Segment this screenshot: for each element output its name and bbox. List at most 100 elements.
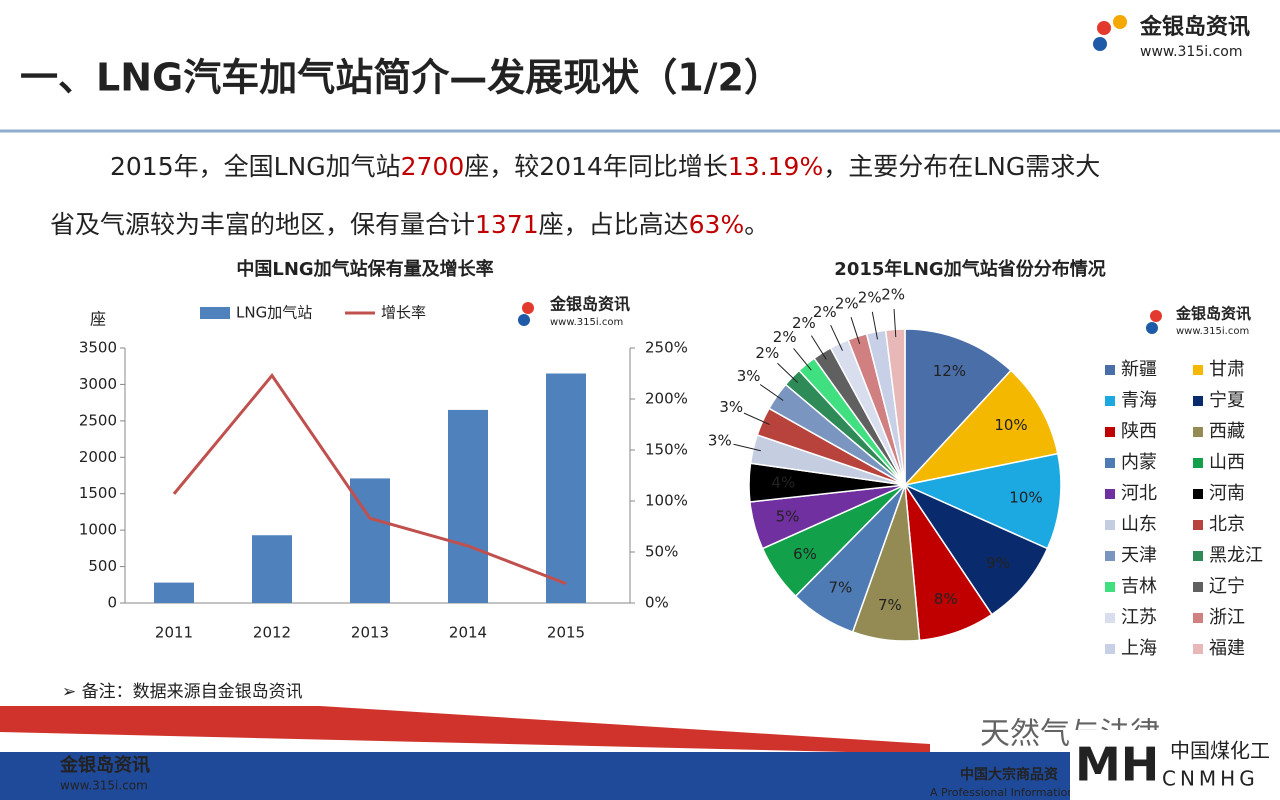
legend-swatch [1105,551,1115,561]
legend-swatch [1193,489,1203,499]
legend-label: 河南 [1209,483,1245,504]
paragraph-segment: 座，占比高达 [539,210,689,239]
brand-en: CNMHG [1162,767,1259,791]
logo-dot [1146,322,1158,334]
footer-slogan: 中国大宗商品资 [960,766,1058,783]
legend-swatch [200,307,230,319]
legend-swatch [1193,582,1203,592]
data-label: 2% [773,328,797,346]
data-label: 10% [994,416,1027,434]
pie-slice [902,483,1049,616]
logo-dot [1097,21,1111,35]
logo-dot [518,314,530,326]
legend-label: 浙江 [1209,607,1245,628]
legend-swatch [1193,458,1203,468]
brand-mark: MH [1075,738,1159,792]
data-label: 7% [878,596,902,614]
legend-swatch [1193,365,1203,375]
legend-swatch [1105,582,1115,592]
logo-dot [1150,310,1162,322]
footer-logo-name: 金银岛资讯 [59,754,150,776]
data-label: 3% [737,367,761,385]
data-label: 2% [755,344,779,362]
leader-line [743,412,770,426]
y2-tick-label: 250% [645,339,688,357]
legend-label: 江苏 [1121,607,1157,628]
paragraph-segment: 1371 [475,210,539,239]
leader-line [830,324,843,351]
data-label: 3% [719,398,743,416]
legend-label: 北京 [1209,514,1245,535]
logo-dot [1093,37,1107,51]
data-label: 2% [858,288,882,306]
chart-logo: 金银岛资讯 www.315i.com [1146,305,1251,337]
leader-line [733,443,761,452]
y-tick-label: 0 [107,594,117,612]
y-axis-label: 座 [90,310,106,329]
legend-swatch [1193,551,1203,561]
legend-label: 黑龙江 [1209,545,1263,566]
leader-line [810,335,827,360]
footer-logo-url: www.315i.com [60,779,148,793]
x-tick-label: 2011 [155,624,193,642]
paragraph-segment: 2015年，全国LNG加气站 [110,152,401,181]
note-text: 备注：数据来源自金银岛资讯 [82,682,303,702]
data-label: 3% [708,432,732,450]
bar [154,582,194,603]
data-label: 2% [881,286,905,304]
bar [448,409,488,603]
logo-url: www.315i.com [550,317,623,328]
logo: 金银岛资讯 www.315i.com [1093,14,1250,60]
legend-swatch [1193,427,1203,437]
data-label: 10% [1009,489,1042,507]
x-tick-label: 2014 [449,624,487,642]
legend-swatch [1193,613,1203,623]
paragraph-segment: ，主要分布在LNG需求大 [823,152,1100,181]
y2-tick-label: 150% [645,441,688,459]
data-label: 2% [835,294,859,312]
legend-label: 西藏 [1209,421,1245,442]
note: ➢ 备注：数据来源自金银岛资讯 [62,682,303,702]
legend-swatch [1105,520,1115,530]
y-tick-label: 2000 [79,448,117,466]
y-tick-label: 1000 [79,521,117,539]
y-tick-label: 2500 [79,411,117,429]
x-tick-label: 2012 [253,624,291,642]
legend-label: LNG加气站 [236,304,312,322]
paragraph-segment: 2700 [401,152,465,181]
legend-label: 青海 [1121,390,1157,411]
legend-swatch [1105,489,1115,499]
logo-url: www.315i.com [1176,326,1249,337]
y-tick-label: 3000 [79,375,117,393]
legend-label: 天津 [1121,545,1157,566]
data-label: 4% [771,474,795,492]
leader-line [793,348,812,371]
logo-dot [522,302,534,314]
chart-title: 2015年LNG加气站省份分布情况 [834,258,1105,280]
legend-label: 陕西 [1121,421,1157,442]
paragraph-segment: 。 [744,210,769,239]
legend-swatch [1193,644,1203,654]
data-label: 2% [792,314,816,332]
legend-label: 甘肃 [1209,359,1245,380]
legend-label: 增长率 [381,304,426,322]
legend-label: 吉林 [1121,576,1157,597]
paragraph-segment: 13.19% [728,152,823,181]
y2-tick-label: 200% [645,390,688,408]
y-tick-label: 500 [88,557,117,575]
pie-slice [904,328,1013,487]
brand: 中国煤化工 [1170,739,1270,763]
data-label: 7% [828,579,852,597]
data-label: 5% [776,507,800,525]
leader-line [850,317,861,345]
y-tick-label: 1500 [79,484,117,502]
leader-line [893,309,897,338]
paragraph-line: 省及气源较为丰富的地区，保有量合计1371座，占比高达63%。 [50,210,769,239]
legend-label: 内蒙 [1121,452,1157,473]
legend-label: 山东 [1121,514,1157,535]
x-tick-label: 2013 [351,624,389,642]
legend-swatch [1105,427,1115,437]
logo-url: www.315i.com [1140,44,1242,60]
legend-swatch [1105,644,1115,654]
